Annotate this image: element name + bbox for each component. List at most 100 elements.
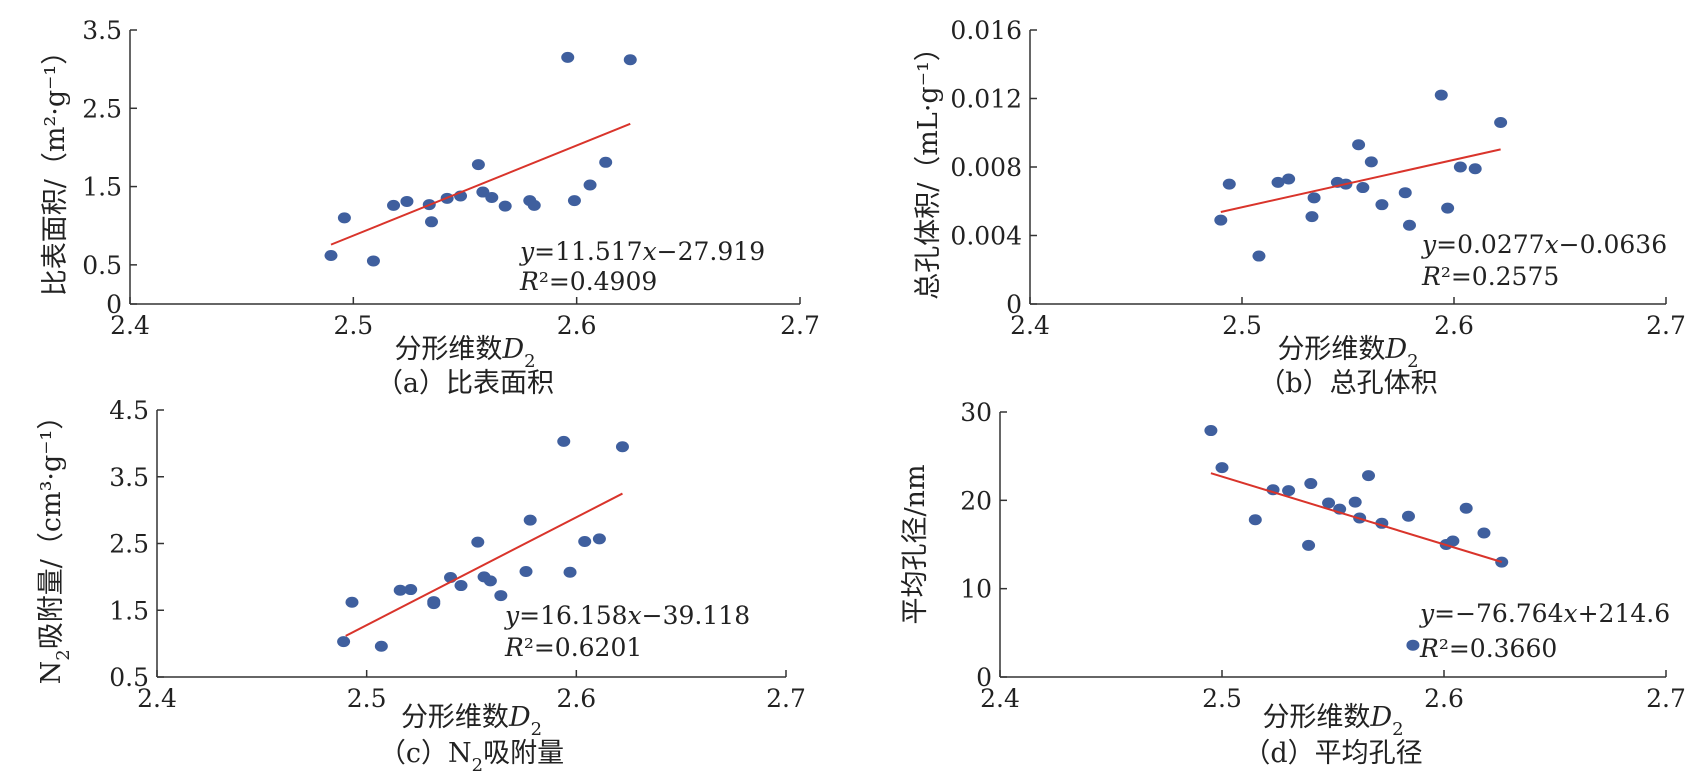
data-point-b bbox=[1441, 202, 1455, 214]
y-tick-label-b: 0.004 bbox=[950, 222, 1022, 251]
caption-head-c: （c）N bbox=[379, 738, 472, 769]
x-axis-label-d: 分形维数D2 bbox=[1262, 702, 1403, 740]
x-tick-label-c: 2.5 bbox=[347, 684, 387, 713]
y-tick-label-c: 4.5 bbox=[109, 396, 149, 425]
data-point-c bbox=[557, 435, 571, 447]
data-point-a bbox=[425, 216, 438, 228]
equation-c: y=16.158x−39.118 bbox=[504, 601, 750, 630]
data-point-d bbox=[1401, 510, 1415, 522]
data-point-c bbox=[454, 580, 468, 592]
caption-c: （c）N2吸附量 bbox=[379, 738, 564, 776]
x-axis-label-text-d: 分形维数 bbox=[1262, 702, 1370, 733]
r-squared-a-part: ²=0.4909 bbox=[539, 267, 657, 296]
x-tick-label-c: 2.7 bbox=[766, 684, 806, 713]
data-point-c bbox=[483, 575, 497, 587]
data-point-b bbox=[1222, 178, 1236, 190]
equation-a-var: y bbox=[519, 237, 535, 266]
data-point-b bbox=[1307, 192, 1321, 204]
equation-b-x: x bbox=[1545, 230, 1559, 259]
caption-text-d: （d）平均孔径 bbox=[1243, 738, 1422, 769]
data-point-d bbox=[1348, 496, 1362, 508]
y-tick-label-d: 0 bbox=[976, 663, 992, 692]
y-tick-label-c: 0.5 bbox=[109, 663, 149, 692]
data-point-a bbox=[366, 255, 380, 267]
y-tick-label-c: 3.5 bbox=[109, 463, 149, 492]
caption-b: （b）总孔体积 bbox=[1258, 368, 1437, 399]
data-point-b bbox=[1398, 187, 1412, 199]
data-point-a bbox=[485, 192, 499, 204]
fit-line-c bbox=[345, 492, 623, 637]
data-point-d bbox=[1477, 527, 1491, 539]
y-axis-label-c: N2吸附量/（cm³·g⁻¹） bbox=[36, 403, 74, 685]
y-axis-label-text-a: 比表面积/（m²·g⁻¹） bbox=[40, 38, 71, 296]
data-point-d bbox=[1248, 514, 1262, 526]
y-axis-label-lead-c: N bbox=[36, 661, 67, 685]
equation-c-part: −39.118 bbox=[642, 601, 750, 630]
fit-line-d bbox=[1210, 472, 1503, 563]
x-axis-label-sub-d: 2 bbox=[1392, 719, 1403, 740]
y-tick-label-c: 1.5 bbox=[109, 596, 149, 625]
r-squared-a-var: R bbox=[519, 267, 539, 296]
data-point-d bbox=[1446, 535, 1460, 547]
r-squared-a: R²=0.4909 bbox=[519, 267, 657, 296]
y-tick-label-c: 2.5 bbox=[109, 530, 149, 559]
data-point-b bbox=[1252, 250, 1266, 262]
x-tick-label-a: 2.5 bbox=[333, 311, 373, 340]
x-tick-label-d: 2.4 bbox=[980, 684, 1020, 713]
data-point-c bbox=[427, 596, 441, 608]
x-tick-label-c: 2.4 bbox=[137, 684, 177, 713]
y-tick-label-a: 0.5 bbox=[82, 251, 122, 280]
data-point-a bbox=[400, 195, 414, 207]
x-axis-label-var-c: D bbox=[508, 702, 531, 733]
data-point-c bbox=[337, 636, 351, 648]
equation-b-part: =0.0277 bbox=[1436, 230, 1544, 259]
data-point-b bbox=[1468, 163, 1482, 175]
x-axis-label-var-a: D bbox=[501, 334, 524, 365]
r-squared-b-var: R bbox=[1421, 262, 1441, 291]
x-tick-label-d: 2.7 bbox=[1646, 684, 1686, 713]
caption-text-b: （b）总孔体积 bbox=[1258, 368, 1437, 399]
data-point-d bbox=[1459, 502, 1473, 514]
caption-a: （a）比表面积 bbox=[376, 368, 554, 399]
data-point-c bbox=[393, 584, 407, 596]
equation-d-x: x bbox=[1564, 599, 1578, 628]
x-axis-label-b: 分形维数D2 bbox=[1277, 334, 1418, 372]
x-tick-label-b: 2.6 bbox=[1434, 311, 1474, 340]
r-squared-d-var: R bbox=[1419, 634, 1439, 663]
x-tick-label-a: 2.7 bbox=[780, 311, 820, 340]
x-axis-label-var-d: D bbox=[1369, 702, 1392, 733]
r-squared-d-part: ²=0.3660 bbox=[1439, 634, 1557, 663]
data-point-c bbox=[615, 441, 629, 453]
x-axis-label-a: 分形维数D2 bbox=[394, 334, 535, 372]
equation-a-x: x bbox=[643, 237, 657, 266]
r-squared-b: R²=0.2575 bbox=[1421, 262, 1559, 291]
y-axis-label-a: 比表面积/（m²·g⁻¹） bbox=[40, 38, 71, 296]
r-squared-c: R²=0.6201 bbox=[504, 633, 642, 662]
y-axis-label-d: 平均孔径/nm bbox=[900, 464, 931, 624]
data-point-a bbox=[476, 186, 490, 198]
equation-b-var: y bbox=[1421, 230, 1437, 259]
caption-text-a: （a）比表面积 bbox=[376, 368, 554, 399]
x-axis-label-sub-a: 2 bbox=[524, 351, 535, 372]
panel-a: 0 0.5 1.5 2.5 3.5 2.4 2.5 2.6 2.7 y=11.517x−27.91… bbox=[40, 16, 820, 399]
r-squared-c-part: ²=0.6201 bbox=[524, 633, 642, 662]
y-axis-label-b: 总孔体积/（mL·g⁻¹） bbox=[913, 34, 944, 300]
data-point-a bbox=[567, 195, 581, 207]
data-point-d bbox=[1304, 478, 1318, 490]
x-tick-label-a: 2.6 bbox=[557, 311, 597, 340]
x-tick-label-d: 2.6 bbox=[1424, 684, 1464, 713]
equation-d-var: y bbox=[1419, 599, 1435, 628]
data-point-a bbox=[337, 212, 351, 224]
data-point-c bbox=[578, 535, 592, 547]
data-point-b bbox=[1356, 182, 1370, 194]
x-axis-label-sub-c: 2 bbox=[531, 719, 542, 740]
data-point-b bbox=[1214, 214, 1228, 226]
data-point-d bbox=[1302, 539, 1316, 551]
y-axis-label-sub-c: 2 bbox=[53, 649, 74, 660]
equation-d-part: =−76.764 bbox=[1434, 599, 1563, 628]
panel-c: 0.5 1.5 2.5 3.5 4.5 2.4 2.5 2.6 2.7 y=16.158x−39.… bbox=[36, 396, 806, 776]
data-point-a bbox=[527, 199, 541, 211]
x-tick-label-a: 2.4 bbox=[110, 311, 150, 340]
equation-a: y=11.517x−27.919 bbox=[519, 237, 765, 266]
data-point-d bbox=[1204, 425, 1218, 437]
